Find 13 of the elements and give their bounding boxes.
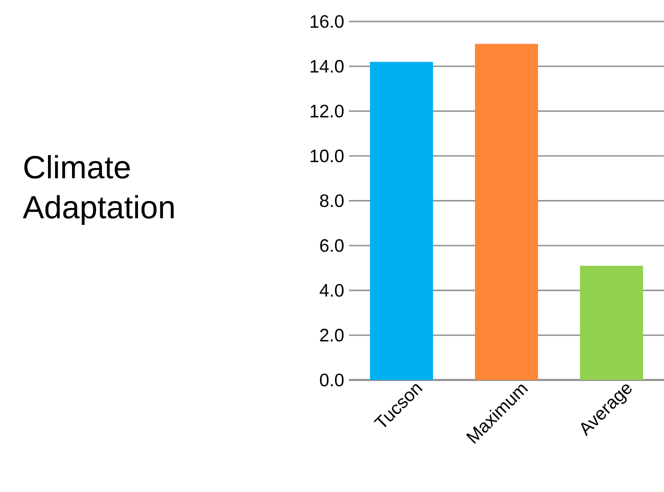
y-tick-label: 4.0 <box>320 284 344 297</box>
bar <box>370 62 433 380</box>
y-tick-label: 14.0 <box>310 60 344 73</box>
text: Climate Adaptation <box>22 155 174 225</box>
y-tick-label: 12.0 <box>310 104 344 118</box>
y-tick-label: 10.0 <box>310 150 344 162</box>
y-tick-label: 0.0 <box>320 374 344 386</box>
bar <box>475 44 538 380</box>
bar <box>580 266 643 380</box>
y-tick-label: 8.0 <box>320 194 344 208</box>
y-tick-label: 2.0 <box>320 328 344 342</box>
y-tick-label: 6.0 <box>320 239 344 252</box>
y-tick-label: 16.0 <box>310 15 344 28</box>
